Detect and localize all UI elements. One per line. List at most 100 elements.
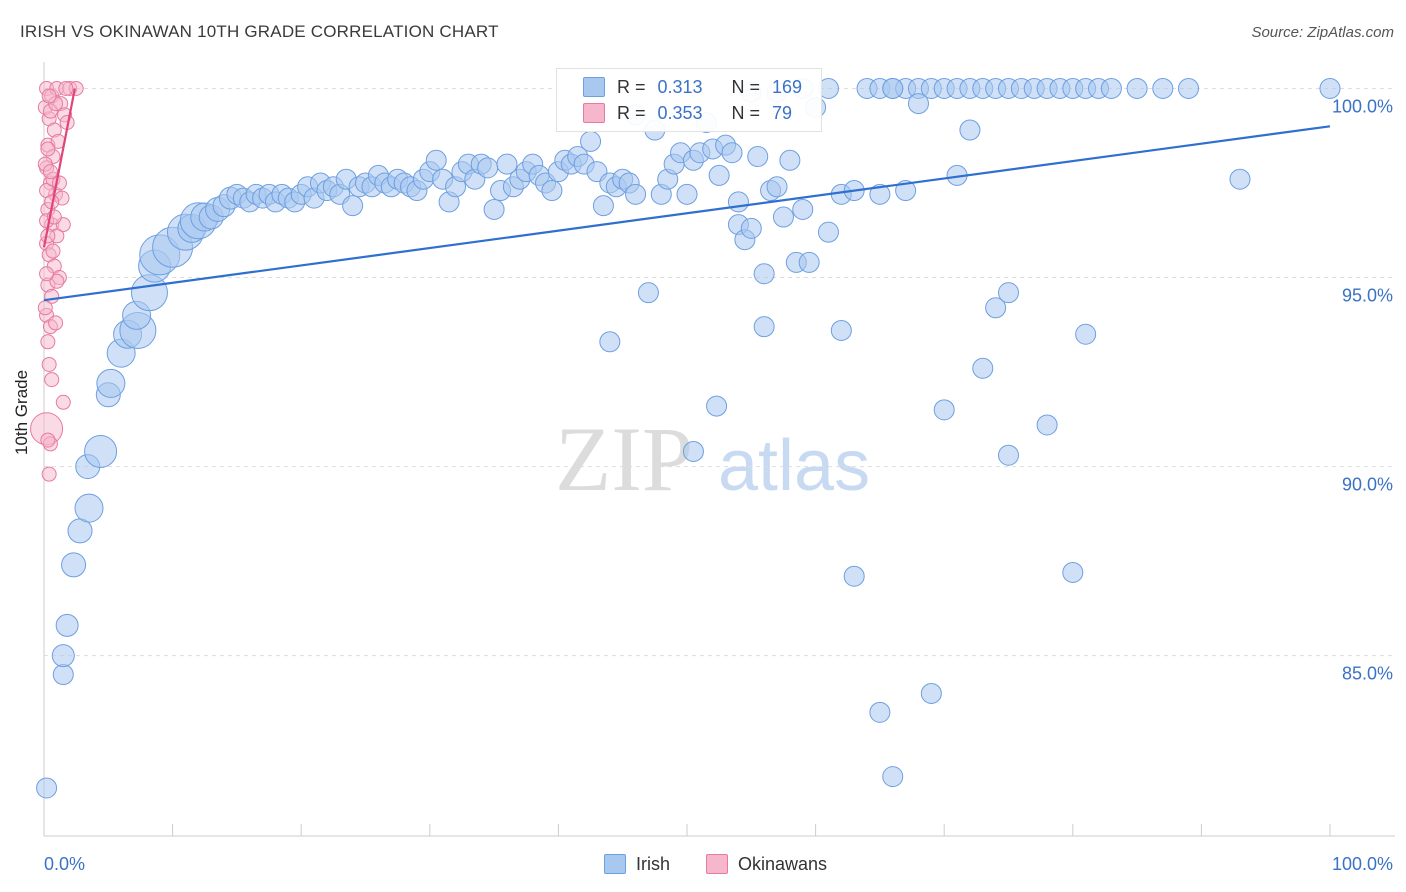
irish-point	[753, 263, 775, 285]
irish-point	[84, 434, 118, 468]
irish-point	[792, 198, 814, 220]
irish-point	[998, 282, 1019, 304]
bottom-legend-irish: Irish	[604, 852, 670, 876]
irish-point	[625, 183, 647, 205]
irish-point	[740, 217, 762, 239]
irish-point	[1036, 414, 1058, 436]
irish-point	[1319, 77, 1341, 99]
y-tick-label: 90.0%	[1342, 475, 1393, 495]
okinawan-point	[58, 80, 74, 96]
okinawan-point	[42, 164, 58, 180]
irish-point	[496, 153, 518, 175]
okinawan-point	[41, 356, 57, 372]
legend-r-label: R =	[617, 102, 646, 123]
okinawan-point	[40, 334, 56, 350]
irish-point	[985, 297, 1007, 319]
irish-point	[882, 766, 904, 788]
irish-point	[708, 164, 730, 186]
irish-point	[843, 565, 865, 587]
irish-point	[61, 552, 87, 578]
legend-r-value: 0.313	[657, 76, 703, 97]
okinawan-trend-line	[42, 88, 76, 248]
irish-point	[1062, 561, 1084, 583]
irish-point	[972, 357, 994, 379]
irish-point	[766, 176, 788, 198]
legend-r-value: 0.353	[657, 102, 703, 123]
irish-point	[1126, 77, 1148, 99]
legend-row-okinawans: R = 0.353 N = 79	[583, 101, 792, 125]
irish-point	[1075, 323, 1097, 345]
okinawans-label: Okinawans	[738, 853, 828, 874]
legend-n-label: N =	[731, 102, 761, 123]
legend-n-value: 79	[772, 102, 793, 123]
irish-point	[74, 493, 104, 523]
okinawan-point	[40, 432, 56, 448]
irish-point	[772, 206, 794, 228]
irish-point	[817, 221, 839, 243]
watermark-zip: ZIP	[555, 408, 693, 510]
irish-point	[998, 444, 1019, 466]
irish-point	[676, 183, 698, 205]
irish-swatch	[583, 77, 605, 97]
irish-point	[36, 777, 58, 799]
irish-point	[920, 682, 942, 704]
irish-point	[798, 251, 820, 273]
irish-point	[592, 195, 614, 217]
irish-point	[51, 644, 75, 668]
okinawan-point	[45, 243, 61, 259]
irish-point	[1229, 168, 1251, 190]
okinawan-point	[39, 266, 55, 282]
irish-point	[1100, 77, 1122, 99]
irish-point	[869, 701, 891, 723]
irish-point	[477, 157, 499, 179]
okinawan-point	[48, 315, 64, 331]
okinawan-point	[44, 372, 60, 388]
irish-point	[1152, 77, 1174, 99]
irish-point	[869, 183, 891, 205]
okinawan-point	[49, 273, 65, 289]
bottom-legend-okinawans: Okinawans	[706, 852, 827, 876]
irish-label: Irish	[636, 853, 671, 874]
irish-point	[1178, 77, 1200, 99]
chart-title: IRISH VS OKINAWAN 10TH GRADE CORRELATION…	[20, 22, 499, 41]
irish-point	[933, 399, 955, 421]
irish-point	[882, 77, 904, 99]
irish-point	[706, 395, 728, 417]
irish-point	[599, 331, 621, 353]
okinawan-point	[41, 466, 57, 482]
irish-point	[55, 613, 79, 637]
legend-n-value: 169	[772, 76, 803, 97]
x-tick-label: 0.0%	[44, 854, 85, 874]
irish-point	[895, 180, 917, 202]
irish-point	[779, 149, 801, 171]
okinawan-point	[55, 394, 71, 410]
irish-point	[541, 180, 563, 202]
irish-point	[425, 149, 447, 171]
y-tick-label: 85.0%	[1342, 664, 1393, 684]
irish-point	[830, 319, 852, 341]
y-tick-label: 95.0%	[1342, 286, 1393, 306]
irish-point	[727, 191, 749, 213]
legend-r-label: R =	[617, 76, 646, 97]
irish-point	[580, 130, 602, 152]
y-axis-label: 10th Grade	[12, 369, 31, 455]
irish-swatch	[604, 854, 626, 874]
okinawan-swatch	[706, 854, 728, 874]
irish-point	[682, 440, 704, 462]
okinawan-swatch	[583, 103, 605, 123]
irish-point	[753, 316, 775, 338]
irish-point	[959, 119, 981, 141]
okinawan-point	[40, 141, 56, 157]
irish-point	[907, 93, 929, 115]
stats-legend: R = 0.313 N = 169 R = 0.353 N = 79	[556, 68, 822, 132]
irish-point	[52, 664, 74, 686]
irish-trend-line	[43, 125, 1331, 302]
y-tick-label: 100.0%	[1332, 96, 1393, 116]
watermark-atlas: atlas	[718, 426, 870, 506]
okinawan-point	[41, 88, 57, 104]
irish-point	[483, 198, 505, 220]
irish-point	[342, 195, 364, 217]
legend-n-label: N =	[731, 76, 761, 97]
irish-point	[747, 146, 769, 168]
